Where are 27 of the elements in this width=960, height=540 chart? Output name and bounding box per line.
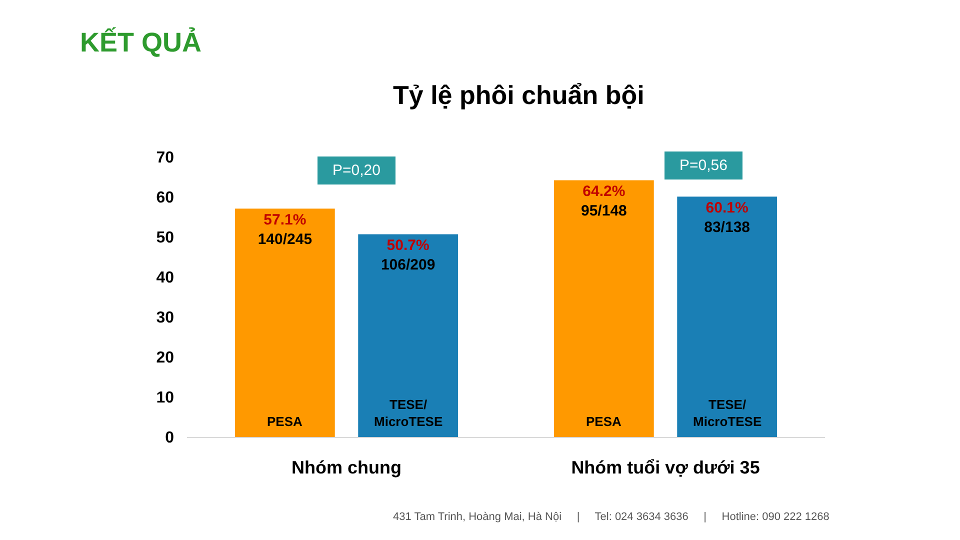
y-tick-label: 10 [156,390,174,407]
data-label: 57.1% 140/245 [258,212,312,248]
y-tick-label: 50 [156,230,174,247]
text: 431 Tam Trinh, Hoàng Mai, Hà Nội | Tel: 024 3634 3636 | Hotline: 090 222 1268 [393,511,830,523]
y-tick-label: 30 [156,310,174,327]
text: TESE/ MicroTESE [693,397,762,429]
bar [358,234,458,437]
bar [235,208,335,437]
data-label: 50.7% 106/209 [380,237,436,274]
y-tick-label: 0 [165,430,174,447]
y-tick-label: 60 [156,190,174,207]
x-tick-label: Nhóm chung [292,458,402,478]
y-tick-label: 20 [156,350,174,367]
y-tick-label: 70 [156,150,174,167]
series-label: TESE/ MicroTESE [374,397,443,429]
data-label: 60.1% 83/138 [704,200,750,236]
series-label: PESA [267,414,304,429]
bar [554,180,654,437]
chart-subtitle: Tỷ lệ phôi chuẩn bội [393,80,644,110]
y-tick-label: 40 [156,270,174,287]
annotation: P=0,20 [332,162,380,179]
text: PESA [586,414,622,429]
chart-title: KẾT QUẢ [80,26,202,58]
annotation: P=0,56 [680,157,728,174]
x-tick-label: Nhóm tuổi vợ dưới 35 [571,458,760,478]
bar [677,196,777,437]
data-label: 64.2% 95/148 [580,183,627,220]
